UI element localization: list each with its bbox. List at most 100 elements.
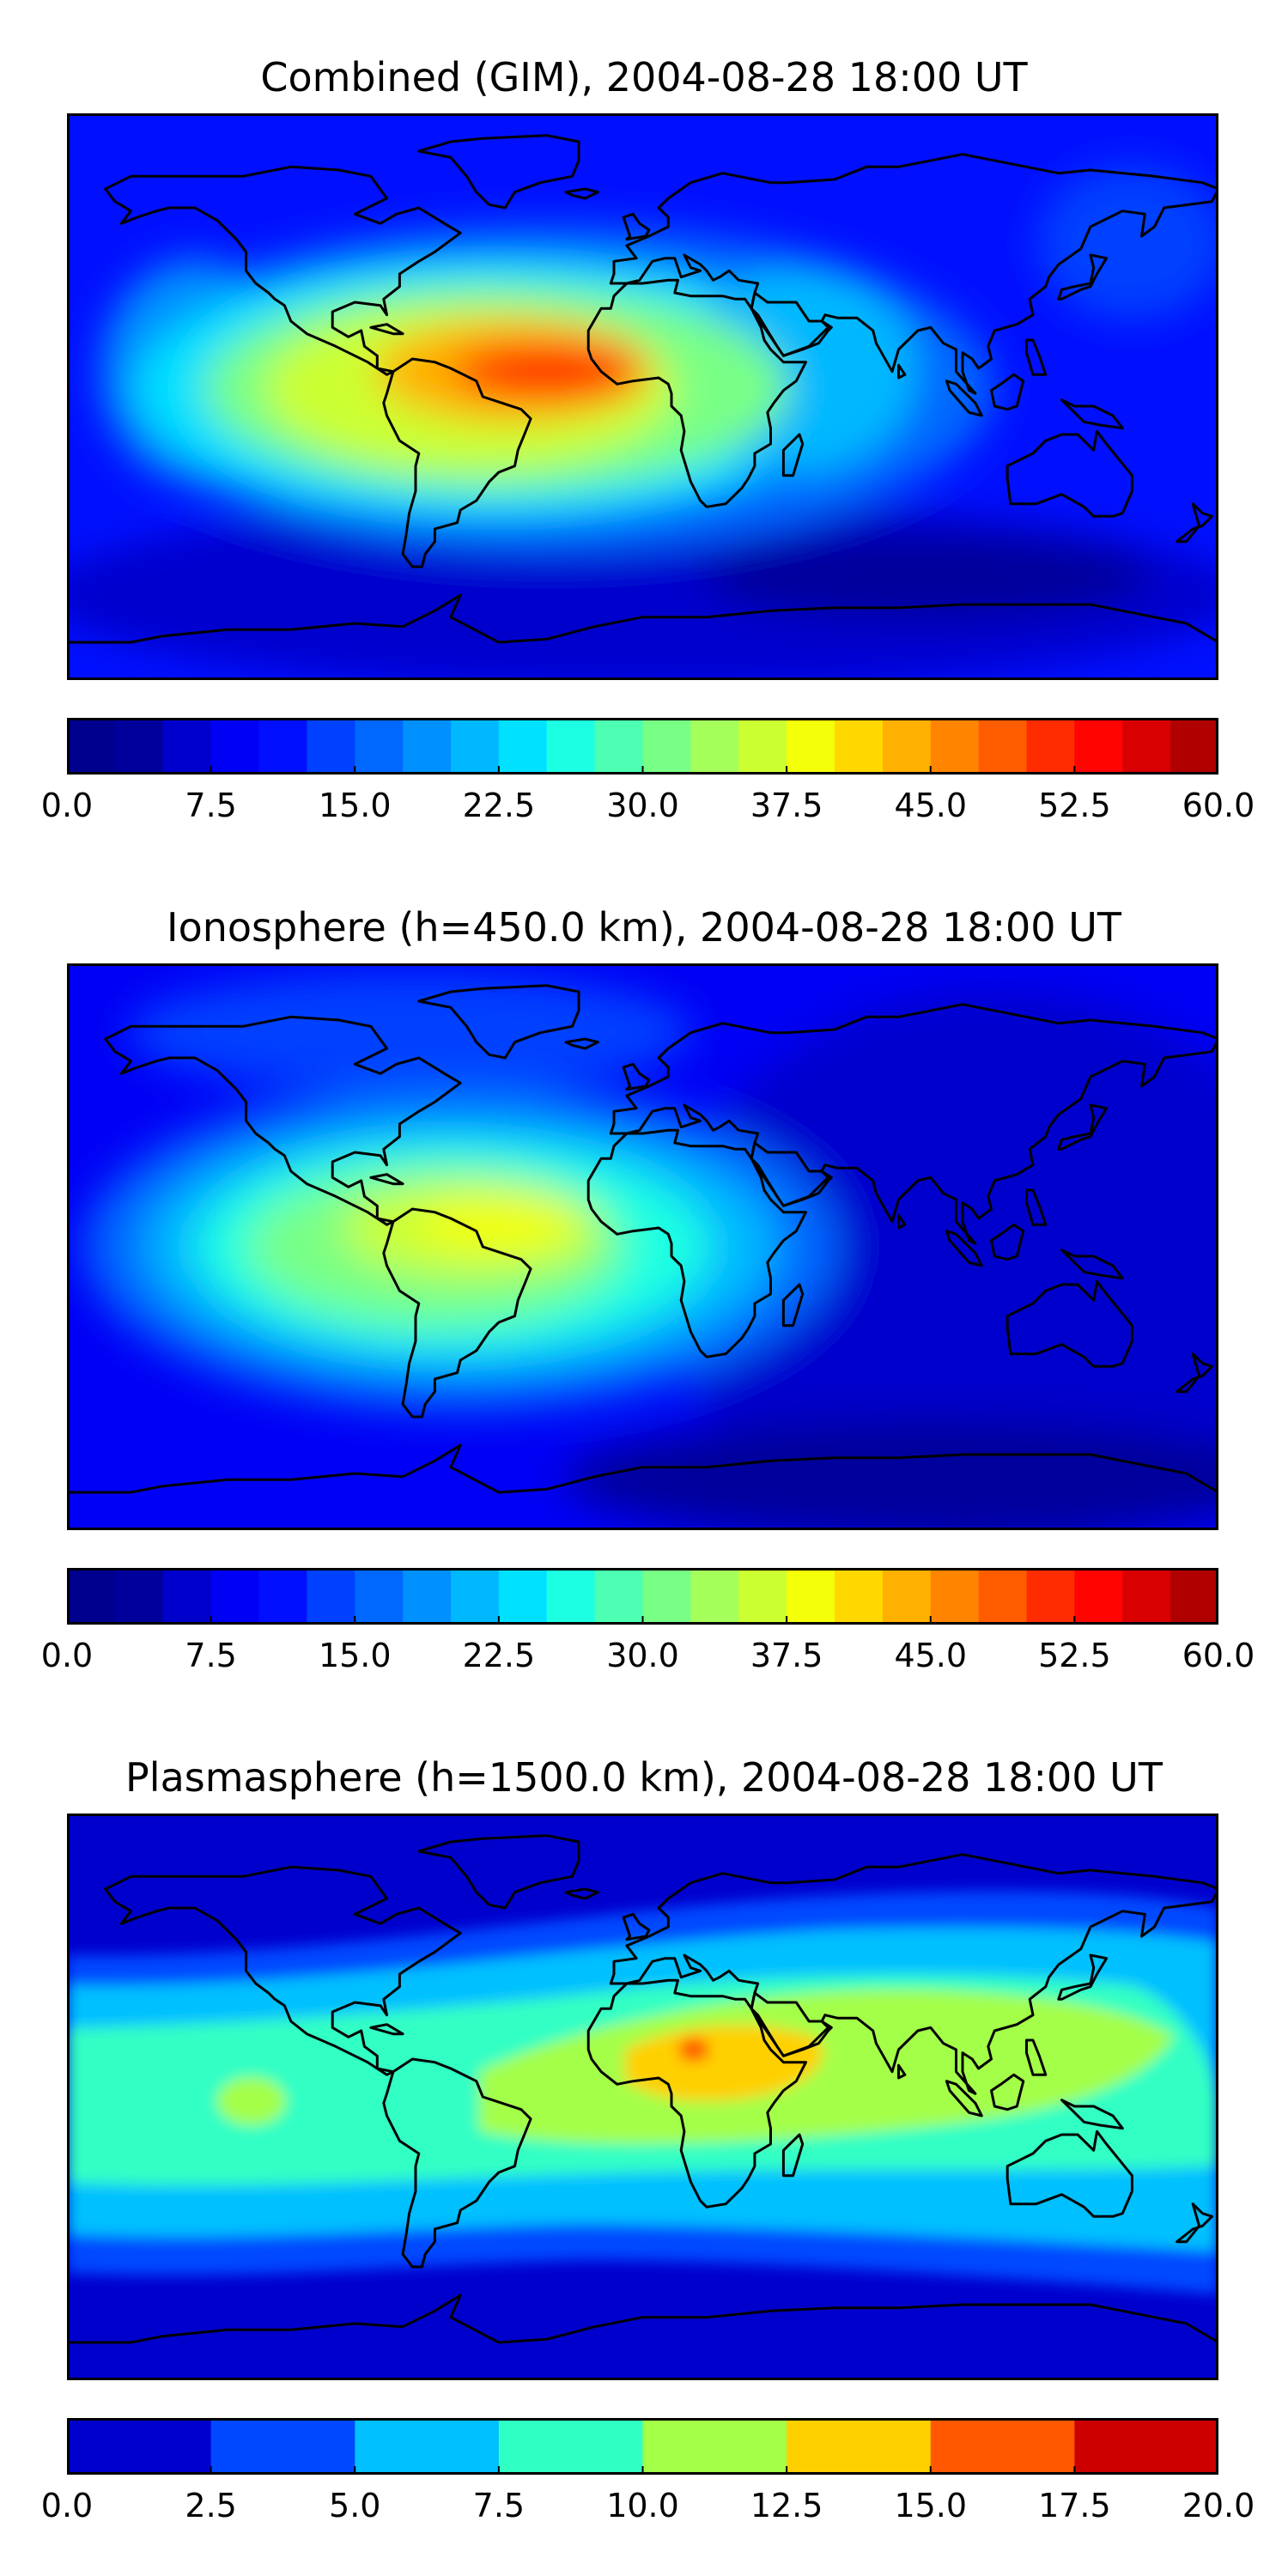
panel-2-colorbar-svg xyxy=(67,1568,1218,1625)
coastline-new-guinea xyxy=(1060,2099,1124,2130)
colorbar-segment xyxy=(307,718,355,775)
coastline-arabia xyxy=(750,1991,833,2057)
colorbar-segment xyxy=(835,718,884,775)
panel-3-map xyxy=(67,1814,1218,2380)
coastline-antarctica xyxy=(67,1443,1218,1494)
coastline-new-zealand xyxy=(1176,2202,1213,2244)
panel-2-title: Ionosphere (h=450.0 km), 2004-08-28 18:0… xyxy=(167,904,1121,951)
colorbar-segment xyxy=(930,1568,980,1625)
colorbar-tick-label: 5.0 xyxy=(329,2487,381,2524)
colorbar-tick-label: 15.0 xyxy=(318,787,392,824)
coastline-greenland xyxy=(417,1834,580,1910)
coastline-japan xyxy=(1057,253,1109,301)
coastline-iceland xyxy=(564,1037,599,1050)
panel-1-title: Combined (GIM), 2004-08-28 18:00 UT xyxy=(260,54,1028,100)
coastline-north-america xyxy=(104,1015,462,1226)
colorbar-segment xyxy=(1074,718,1123,775)
colorbar-tick-label: 10.0 xyxy=(606,2487,679,2524)
coastlines xyxy=(67,1834,1218,2344)
colorbar-segment xyxy=(355,1568,404,1625)
colorbar-segment xyxy=(594,718,644,775)
colorbar-segment xyxy=(403,1568,452,1625)
panel-2-map-svg xyxy=(67,963,1218,1530)
coastline-madagascar xyxy=(781,2133,805,2178)
coastline-philippines xyxy=(1025,2038,1048,2076)
colorbar-tick-label: 22.5 xyxy=(462,1637,536,1674)
colorbar-tick-label: 0.0 xyxy=(40,2487,94,2524)
panel-3-colorbar xyxy=(67,2418,1218,2475)
colorbar-segment xyxy=(258,1568,307,1625)
colorbar-segment xyxy=(642,2418,787,2475)
colorbar-segment xyxy=(307,1568,355,1625)
panel-2-peak xyxy=(419,1200,574,1251)
panel-1-southern-min xyxy=(702,534,1149,620)
coastline-iceland xyxy=(564,1887,599,1900)
colorbar-segment xyxy=(498,718,548,775)
colorbar-segment xyxy=(930,2418,1075,2475)
colorbar-segment xyxy=(210,2418,355,2475)
coastline-iceland xyxy=(564,187,599,200)
colorbar-tick-label: 7.5 xyxy=(185,1637,237,1674)
coastline-south-america xyxy=(382,357,532,568)
coastline-europe-asia xyxy=(609,1003,1218,1245)
colorbar-segment xyxy=(835,1568,884,1625)
colorbar-tick-label: 17.5 xyxy=(1038,2487,1111,2524)
coastline-south-america xyxy=(382,2057,532,2269)
colorbar-segment xyxy=(787,2418,932,2475)
coastline-madagascar xyxy=(781,433,805,477)
colorbar-segment xyxy=(114,718,164,775)
colorbar-tick-label: 30.0 xyxy=(606,787,679,824)
coastline-australia xyxy=(1005,1279,1133,1368)
colorbar-segment xyxy=(738,1568,787,1625)
colorbar-segment xyxy=(451,1568,500,1625)
coastline-antarctica xyxy=(67,593,1218,644)
colorbar-segment xyxy=(67,2418,212,2475)
coastline-europe-asia xyxy=(609,1853,1218,2095)
coastline-africa xyxy=(586,278,807,508)
coastline-africa xyxy=(586,1128,807,1358)
colorbar-segment xyxy=(162,1568,212,1625)
coastline-philippines xyxy=(1025,338,1048,376)
colorbar-segment xyxy=(1026,718,1075,775)
colorbar-segment xyxy=(1074,2418,1218,2475)
colorbar-tick-label: 15.0 xyxy=(894,2487,968,2524)
panel-1-colorbar xyxy=(67,718,1218,775)
colorbar-segment xyxy=(67,1568,116,1625)
colorbar-segment xyxy=(738,718,787,775)
coastline-philippines xyxy=(1025,1188,1048,1226)
colorbar-tick-label: 20.0 xyxy=(1182,2487,1255,2524)
coastline-south-america xyxy=(382,1207,532,1419)
colorbar-tick-label: 22.5 xyxy=(462,787,536,824)
colorbar-segment xyxy=(210,1568,260,1625)
colorbar-segment xyxy=(594,1568,644,1625)
colorbar-tick-label: 12.5 xyxy=(750,2487,823,2524)
coastline-north-america xyxy=(104,165,462,376)
coastline-uk xyxy=(622,1062,651,1091)
coastline-greenland xyxy=(417,134,580,210)
coastline-australia xyxy=(1005,429,1133,518)
colorbar-segment xyxy=(162,718,212,775)
panel-2-asia-low xyxy=(668,989,1218,1530)
colorbar-tick-label: 52.5 xyxy=(1038,787,1111,824)
colorbar-segment xyxy=(978,1568,1028,1625)
coastline-sumatra xyxy=(945,1230,983,1267)
colorbar-segment xyxy=(1026,1568,1075,1625)
colorbar-tick-label: 7.5 xyxy=(472,2487,526,2524)
colorbar-segment xyxy=(451,718,500,775)
coastline-madagascar xyxy=(781,1283,805,1327)
colorbar-segment xyxy=(642,1568,691,1625)
panel-1-map-svg xyxy=(67,113,1218,680)
colorbar-segment xyxy=(114,1568,164,1625)
colorbar-segment xyxy=(355,2418,500,2475)
colorbar-segment xyxy=(882,1568,932,1625)
coastline-new-guinea xyxy=(1060,1249,1124,1280)
coastline-borneo xyxy=(990,373,1025,411)
coastline-japan xyxy=(1057,1953,1109,2001)
panel-3-title: Plasmasphere (h=1500.0 km), 2004-08-28 1… xyxy=(125,1754,1163,1801)
coastline-new-zealand xyxy=(1176,502,1213,544)
coastline-japan xyxy=(1057,1103,1109,1151)
colorbar-segment xyxy=(1122,1568,1171,1625)
colorbar-tick-label: 2.5 xyxy=(185,2487,237,2524)
coastline-cuba xyxy=(369,323,404,336)
